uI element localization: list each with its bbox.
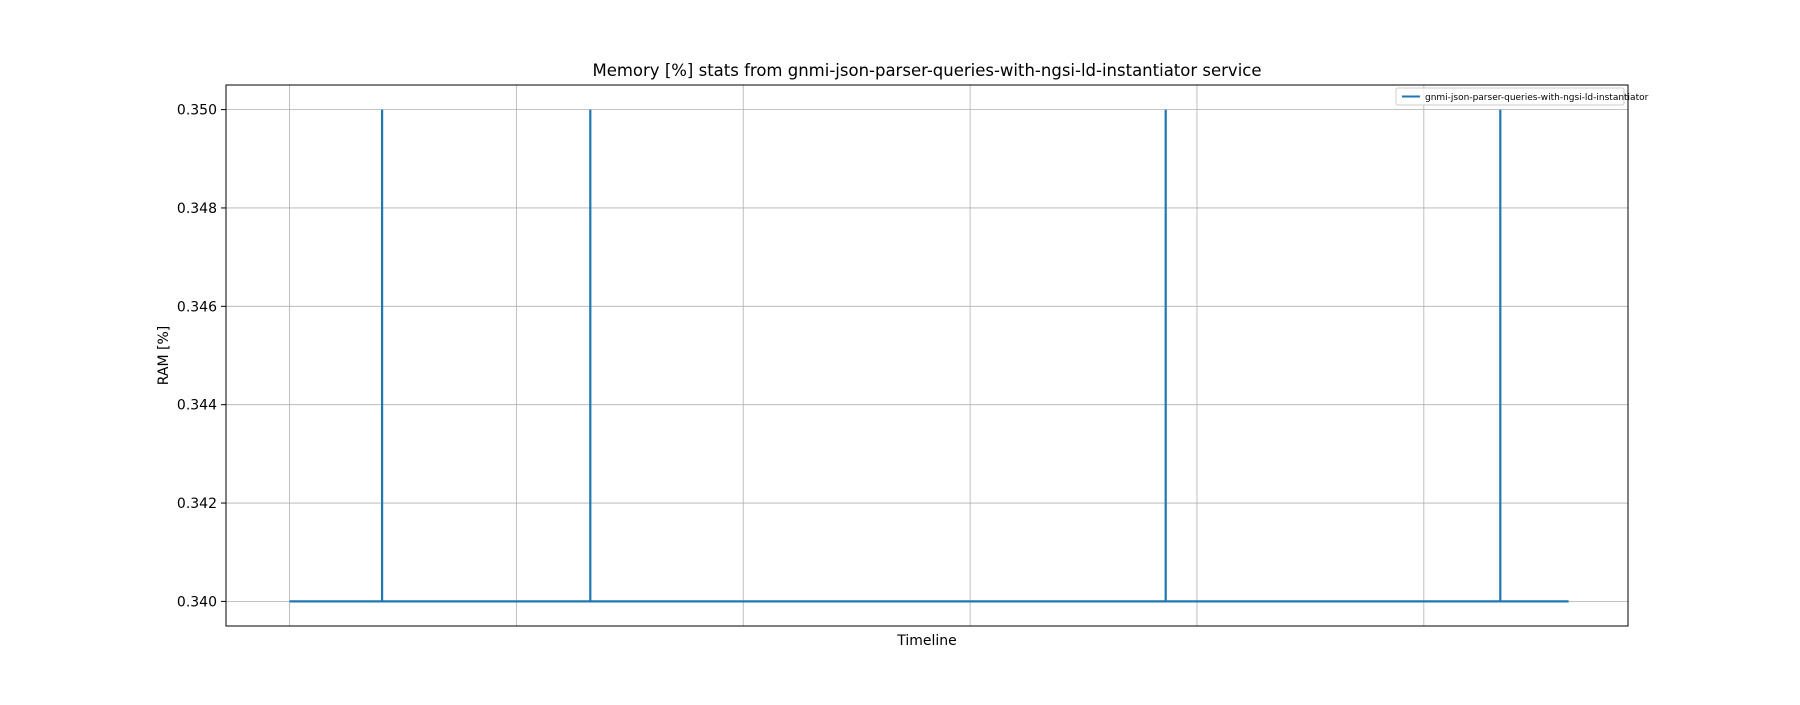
legend-entry-label: gnmi-json-parser-queries-with-ngsi-ld-in… [1425, 93, 1649, 103]
y-tick-label: 0.344 [177, 398, 217, 414]
series-layer [289, 109, 1569, 603]
legend-box [1395, 87, 1625, 106]
y-axis-ticks: 0.340 0.342 0.344 0.346 0.348 0.350 [177, 103, 226, 610]
y-axis-label: RAM [%] [156, 326, 172, 386]
y-tick-label: 0.340 [177, 594, 217, 610]
y-tick-label: 0.346 [177, 299, 217, 315]
y-tick-label: 0.342 [177, 496, 217, 512]
y-tick-label: 0.348 [177, 201, 217, 217]
grid-lines [226, 85, 1628, 626]
y-tick-label: 0.350 [177, 103, 217, 119]
chart-title: Memory [%] stats from gnmi-json-parser-q… [592, 61, 1261, 80]
x-axis-label: Timeline [896, 633, 957, 649]
series-line [289, 109, 1569, 603]
plot-area-frame [225, 84, 1629, 627]
legend: gnmi-json-parser-queries-with-ngsi-ld-in… [1395, 87, 1649, 106]
